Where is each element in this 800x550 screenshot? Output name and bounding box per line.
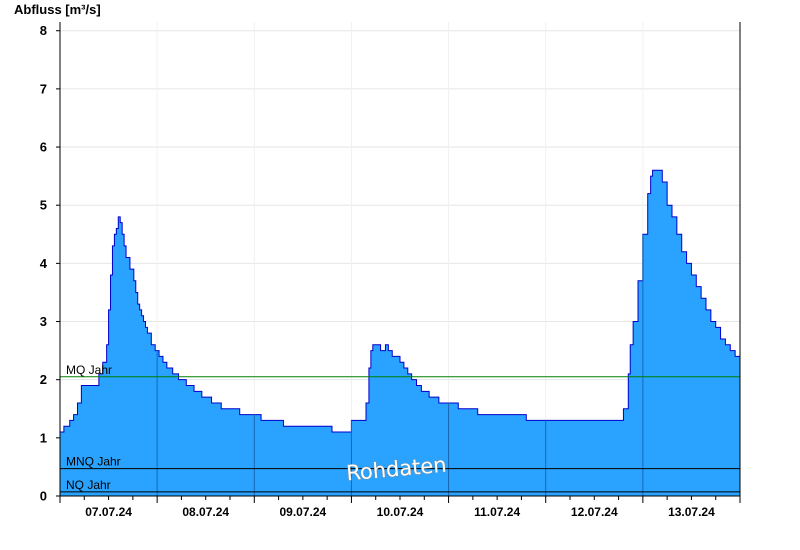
y-tick-label-7: 7: [40, 81, 47, 96]
x-tick-label-4: 11.07.24: [474, 505, 520, 519]
x-ticks: 07.07.24 08.07.24 09.07.24 10.07.24 11.07.24…: [59, 496, 741, 519]
ref-label-1: MNQ Jahr: [66, 455, 121, 469]
y-axis-title: Abfluss [m³/s]: [14, 2, 101, 17]
area-fill-series-0: [60, 170, 740, 496]
y-tick-label-6: 6: [40, 140, 47, 155]
y-ticks: 0 1 2 3 4 5 6 7 8: [40, 23, 60, 504]
reference-lines: MQ Jahr MNQ Jahr NQ Jahr: [60, 363, 740, 493]
y-tick-label-3: 3: [40, 314, 47, 329]
x-tick-label-2: 09.07.24: [279, 505, 326, 519]
x-tick-label-0: 07.07.24: [85, 505, 132, 519]
ref-label-2: NQ Jahr: [66, 478, 111, 492]
x-tick-label-6: 13.07.24: [668, 505, 715, 519]
ref-label-0: MQ Jahr: [66, 363, 112, 377]
y-tick-label-4: 4: [40, 256, 48, 271]
day-separator-lines: [156, 234, 644, 496]
y-tick-label-5: 5: [40, 198, 47, 213]
area-outline-series-0: [60, 169, 741, 433]
y-tick-label-8: 8: [40, 23, 47, 38]
x-tick-label-3: 10.07.24: [377, 505, 424, 519]
discharge-area: [60, 169, 741, 496]
x-tick-label-5: 12.07.24: [571, 505, 618, 519]
y-tick-label-1: 1: [40, 430, 47, 445]
y-tick-label-2: 2: [40, 372, 47, 387]
x-tick-label-1: 08.07.24: [182, 505, 229, 519]
y-tick-label-0: 0: [40, 489, 47, 504]
